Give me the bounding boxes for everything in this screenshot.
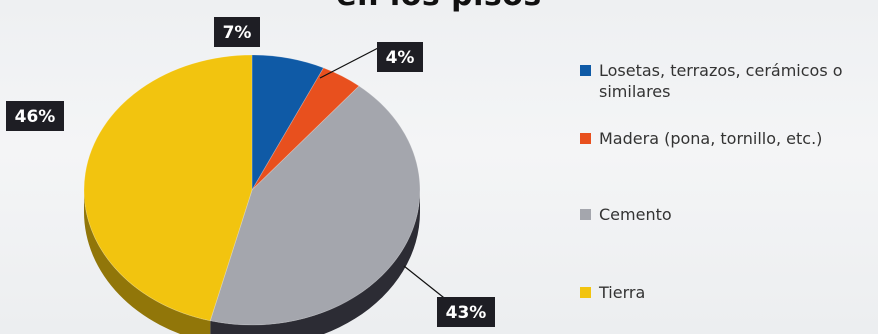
data-label-box-2 [437,297,495,327]
legend-label-tierra: Tierra [599,283,646,302]
pie-slice-0 [251,54,325,192]
pie-depth [84,190,420,334]
legend-swatch-madera [580,133,591,144]
pie-slice-2 [209,85,421,326]
legend-item-cemento: Cemento [580,204,874,225]
legend-label-madera: Madera (pona, tornillo, etc.) [599,129,823,148]
pie-slices [83,54,421,326]
data-label-2: 43% [446,303,487,323]
leader-line-2 [403,265,466,302]
legend-item-tierra: Tierra [580,282,874,303]
chart-title: en los pisos [0,0,878,13]
data-label-box-0 [214,17,260,47]
legend-label-losetas: Losetas, terrazos, cerámicos o similares [599,61,843,101]
data-label-box-3 [6,101,64,131]
data-label-0: 7% [223,23,252,43]
legend-swatch-tierra [580,287,591,298]
pie-slice-1 [251,67,360,191]
data-label-1: 4% [386,48,415,68]
pie-labels: 7% 4% 43% 46% [6,17,495,327]
pie-side-2 [210,190,420,334]
legend-item-madera: Madera (pona, tornillo, etc.) [580,128,874,149]
pie-slice-3 [83,54,253,322]
legend-item-losetas: Losetas, terrazos, cerámicos o similares [580,60,874,102]
data-label-3: 46% [15,107,56,127]
legend-swatch-losetas [580,65,591,76]
pie-side-3 [84,190,211,334]
data-label-box-1 [377,42,423,72]
legend-label-cemento: Cemento [599,205,672,224]
legend-swatch-cemento [580,209,591,220]
